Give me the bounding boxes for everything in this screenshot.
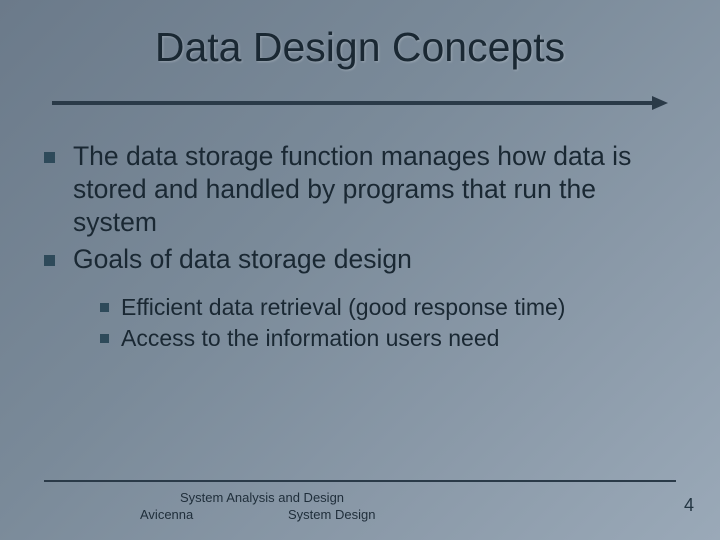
footer-author: Avicenna (140, 507, 193, 522)
title-underline-arrow (52, 98, 668, 108)
footer: System Analysis and Design System Design… (0, 486, 720, 524)
list-item: The data storage function manages how da… (44, 140, 676, 239)
slide: Data Design Concepts The data storage fu… (0, 0, 720, 540)
bullet-square-icon (100, 303, 109, 312)
list-item: Goals of data storage design (44, 243, 676, 276)
list-item: Access to the information users need (100, 324, 676, 353)
bullet-text: Access to the information users need (121, 324, 499, 353)
footer-line1: System Analysis and Design (180, 490, 375, 507)
page-number: 4 (684, 495, 694, 516)
footer-center: System Analysis and Design System Design (180, 490, 375, 524)
bullet-square-icon (100, 334, 109, 343)
bullet-text: Efficient data retrieval (good response … (121, 293, 565, 322)
slide-title: Data Design Concepts (0, 24, 720, 71)
bullet-square-icon (44, 152, 55, 163)
bullet-text: The data storage function manages how da… (73, 140, 676, 239)
content-area: The data storage function manages how da… (44, 140, 676, 355)
footer-divider (44, 480, 676, 482)
bullet-text: Goals of data storage design (73, 243, 412, 276)
sub-list: Efficient data retrieval (good response … (100, 293, 676, 354)
footer-line2: System Design (180, 507, 375, 524)
list-item: Efficient data retrieval (good response … (100, 293, 676, 322)
bullet-square-icon (44, 255, 55, 266)
